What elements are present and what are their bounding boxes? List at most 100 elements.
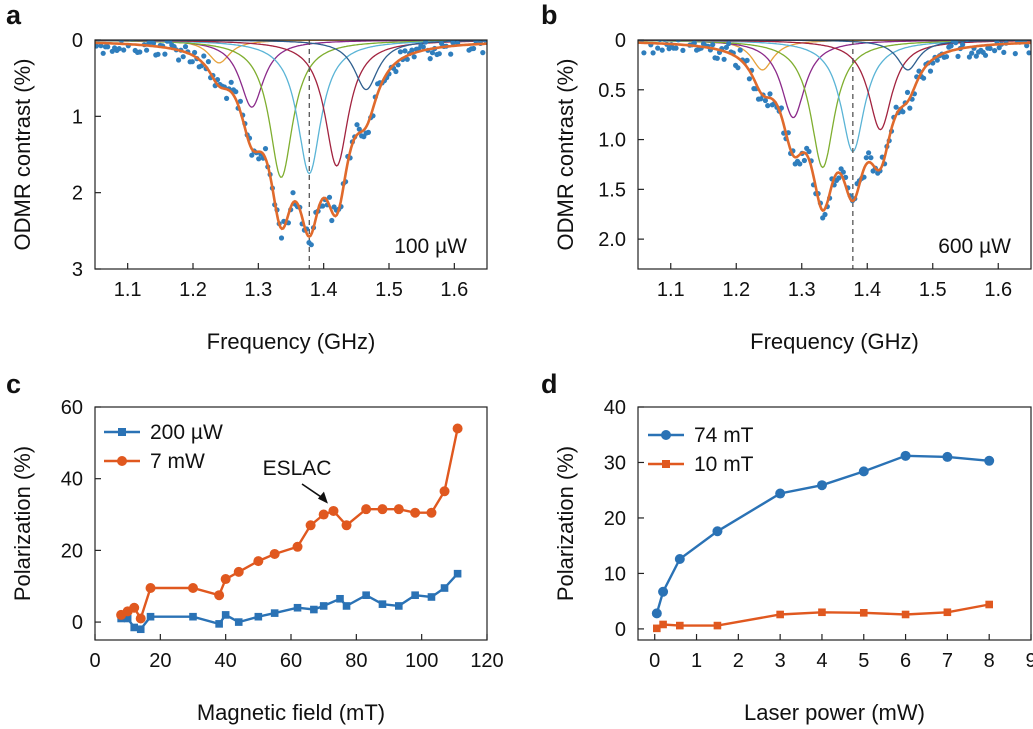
- data-point: [457, 34, 462, 39]
- data-point: [205, 59, 211, 65]
- data-point: [480, 50, 486, 56]
- x-tick-label: 1.2: [722, 279, 750, 301]
- series-2-marker: [305, 520, 316, 531]
- series-1-marker: [336, 594, 344, 603]
- x-axis-label: Frequency (GHz): [207, 329, 376, 354]
- y-tick-label: 0: [72, 612, 83, 634]
- panel-d-polarization-vs-power-chart: 0 1 2 3 4 5 6 7 8 9 0 10 20 30 40 Laser power (mW) Polar…: [553, 397, 1033, 725]
- series-2-marker: [328, 505, 339, 516]
- legend-entry-1: 200 µW: [150, 421, 223, 444]
- data-point: [661, 40, 668, 42]
- x-axis-label: Laser power (mW): [744, 700, 925, 725]
- data-point: [1010, 34, 1015, 39]
- series-2-marker: [129, 602, 140, 613]
- x-tick-label: 1.3: [788, 279, 816, 301]
- data-point: [482, 40, 487, 43]
- data-point: [964, 40, 970, 42]
- plot-area: [95, 34, 487, 269]
- data-point: [237, 98, 243, 104]
- data-point: [927, 68, 934, 74]
- data-point: [107, 34, 112, 39]
- data-point: [982, 52, 989, 58]
- series-2-marker: [426, 507, 437, 518]
- data-point: [365, 129, 371, 135]
- series-1-marker: [395, 602, 403, 610]
- x-tick-label: 3: [775, 650, 786, 672]
- data-point: [450, 40, 456, 46]
- data-point: [354, 122, 360, 128]
- series-1-marker: [900, 450, 911, 461]
- series-2-marker: [341, 520, 352, 531]
- series-2-marker: [943, 608, 952, 617]
- y-axis-label: Polarization (%): [553, 446, 578, 601]
- data-point: [162, 51, 168, 57]
- legend-swatch-marker: [661, 430, 671, 440]
- x-tick-label: 120: [470, 650, 503, 672]
- data-point: [155, 51, 161, 57]
- data-point: [100, 50, 106, 56]
- series-2-marker: [776, 610, 784, 619]
- data-point: [955, 53, 961, 60]
- series-1-marker: [130, 623, 138, 632]
- y-tick-label: 40: [604, 397, 626, 419]
- data-point: [655, 45, 661, 51]
- data-point: [436, 51, 442, 57]
- legend-swatch-marker: [662, 460, 670, 468]
- data-point: [320, 203, 326, 209]
- data-point: [943, 54, 950, 60]
- data-point: [121, 47, 127, 53]
- x-tick-label: 8: [984, 650, 995, 672]
- plot-area: [638, 33, 1031, 269]
- data-point: [423, 40, 429, 45]
- panel-letter-c: c: [6, 369, 21, 399]
- y-tick-label: 1.5: [598, 179, 626, 201]
- power-annotation: 100 µW: [394, 235, 467, 258]
- data-point: [863, 155, 869, 161]
- data-point: [650, 50, 656, 56]
- data-point: [180, 54, 186, 60]
- series-2-marker: [452, 423, 463, 434]
- data-point: [900, 109, 906, 115]
- data-point: [686, 40, 689, 41]
- data-point: [822, 211, 828, 218]
- x-tick-label: 1.6: [984, 279, 1012, 301]
- legend-entry-2: 10 mT: [694, 453, 754, 476]
- series-2-marker: [361, 504, 372, 515]
- data-point: [224, 95, 230, 101]
- data-point: [290, 190, 296, 196]
- series-2-marker: [135, 613, 146, 624]
- data-point: [402, 48, 408, 54]
- x-tick-label: 1.1: [657, 279, 685, 301]
- y-tick-label: 1: [72, 106, 83, 128]
- data-point: [683, 33, 688, 38]
- data-point: [137, 49, 143, 55]
- data-point: [735, 65, 741, 71]
- legend-swatch-marker: [117, 456, 127, 466]
- series-2-marker: [393, 504, 404, 515]
- data-point: [806, 148, 812, 155]
- panel-letter-b: b: [541, 0, 558, 30]
- x-tick-label: 5: [858, 650, 869, 672]
- data-point: [907, 105, 913, 111]
- data-point: [762, 97, 769, 104]
- data-point: [966, 54, 973, 60]
- y-tick-label: 0: [72, 30, 83, 52]
- data-point: [767, 91, 773, 97]
- data-point: [641, 50, 647, 56]
- series-1-marker: [319, 602, 328, 610]
- y-tick-label: 0: [615, 619, 626, 641]
- data-point: [144, 47, 150, 53]
- x-tick-label: 1.5: [375, 279, 403, 301]
- data-point: [427, 56, 433, 62]
- data-point: [95, 43, 99, 49]
- data-point: [710, 42, 716, 48]
- data-point: [448, 51, 454, 57]
- data-point: [678, 35, 683, 40]
- series-1-marker: [215, 620, 223, 628]
- series-1-marker: [712, 526, 723, 537]
- lorentzian-component-4: [638, 40, 1031, 153]
- data-point: [990, 35, 995, 40]
- data-point: [673, 45, 679, 51]
- panel-c-polarization-vs-field-chart: 0 20 40 60 80 100 120 0 20 40 60 Magnetic field (mT…: [10, 397, 504, 725]
- data-point: [953, 40, 959, 46]
